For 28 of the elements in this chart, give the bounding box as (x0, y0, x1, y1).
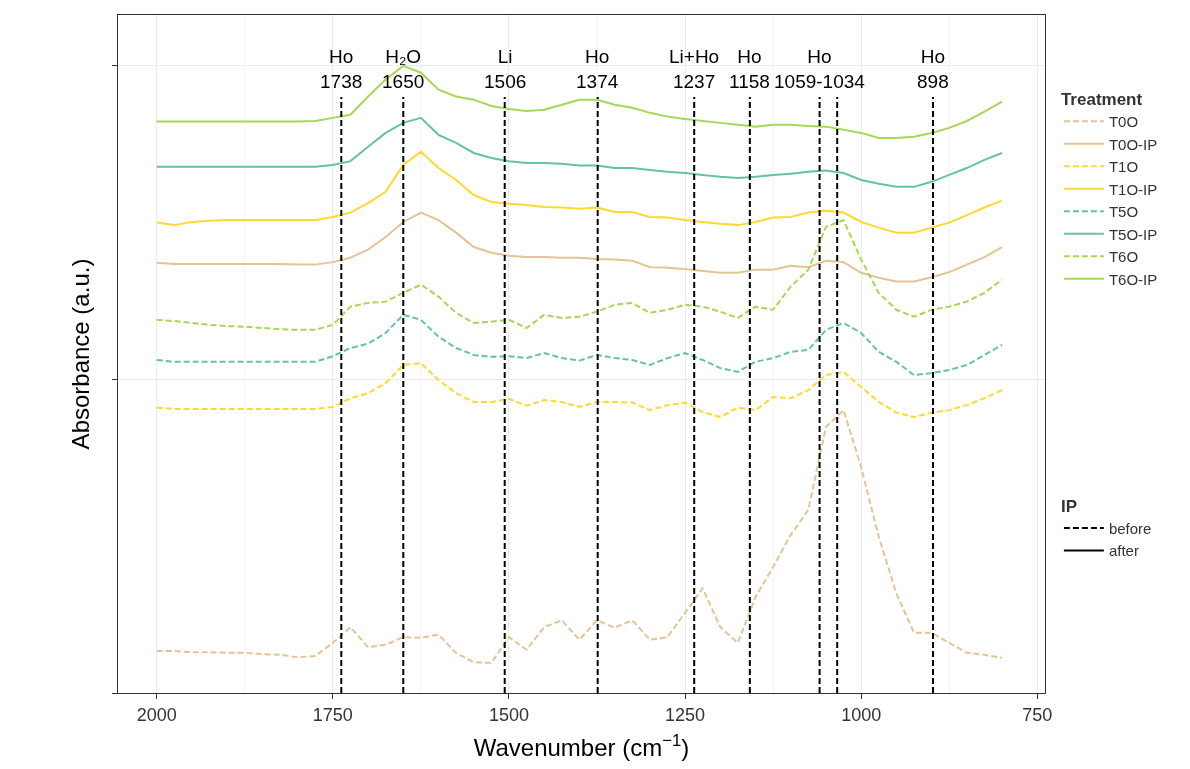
y-axis-title: Absorbance (a.u.) (67, 258, 95, 450)
ref-line-label: Li+Ho 1237 (669, 46, 720, 92)
x-tick-label: 2000 (136, 704, 177, 725)
legend-label: T0O-IP (1108, 135, 1158, 153)
text: IP (1060, 496, 1077, 516)
legend-label: T1O (1108, 158, 1139, 175)
ref-line-label: H₂O 1650 (382, 46, 425, 92)
legend-label: T1O-IP (1108, 180, 1158, 198)
x-tick-label: 1000 (841, 704, 882, 725)
ref-line-label: Ho 898 (917, 46, 949, 92)
legend-label: T6O (1108, 248, 1139, 265)
ref-line-label: Ho 1738 (320, 46, 363, 92)
ref-line-label: Ho 1374 (576, 46, 619, 92)
ref-line-label: Li 1506 (484, 46, 527, 92)
ref-line-label: Ho 1158 (729, 46, 770, 92)
legend-label: T6O-IP (1108, 270, 1158, 288)
ref-line-label: Ho 1059-1034 (774, 46, 866, 92)
x-tick-label: 1250 (665, 704, 706, 725)
x-axis-title: Wavenumber (cm$^{−1}$) (473, 730, 690, 761)
x-tick-label: 1500 (488, 704, 529, 725)
x-tick-label: 1750 (312, 704, 353, 725)
x-tick-label: 750 (1022, 704, 1053, 725)
legend-label: T5O-IP (1108, 225, 1158, 243)
legend-label: before (1108, 519, 1152, 537)
legend-label: T5O (1108, 203, 1139, 220)
legend-label: T0O (1108, 113, 1139, 130)
legend-label: after (1108, 542, 1139, 560)
legend-title: Treatment (1060, 89, 1143, 109)
